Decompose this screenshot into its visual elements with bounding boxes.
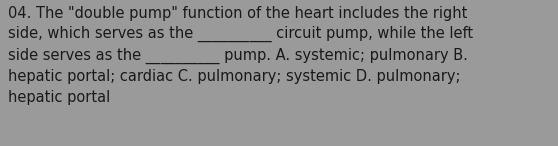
Text: 04. The "double pump" function of the heart includes the right
side, which serve: 04. The "double pump" function of the he… <box>8 6 473 105</box>
